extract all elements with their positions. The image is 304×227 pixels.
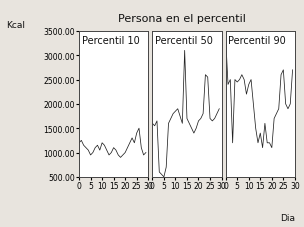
Text: Percentil 50: Percentil 50 <box>155 36 213 46</box>
Text: Persona en el percentil: Persona en el percentil <box>119 14 246 24</box>
Text: Percentil 10: Percentil 10 <box>82 36 140 46</box>
Text: Percentil 90: Percentil 90 <box>229 36 286 46</box>
Text: Dia: Dia <box>280 214 295 222</box>
Text: Kcal: Kcal <box>6 20 25 29</box>
